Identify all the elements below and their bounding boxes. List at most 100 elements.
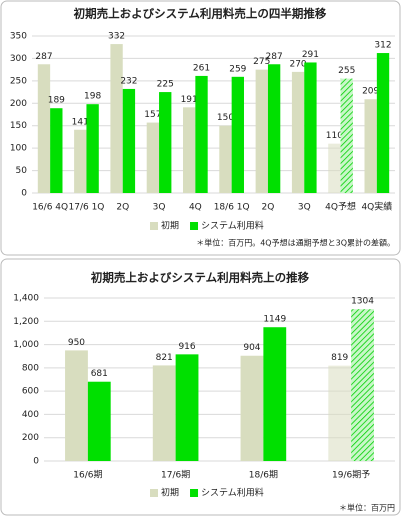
x-tick-label: 17/6 1Q [69,203,105,213]
value-label: 270 [289,59,306,69]
value-label: 157 [144,110,161,120]
x-tick-label: 4Q予想 [325,201,356,213]
bar [263,327,287,461]
legend-label: システム利用料 [201,220,264,232]
value-label: 110 [326,131,343,141]
value-label: 225 [157,80,174,90]
bar [110,44,123,194]
bar [195,75,208,193]
bar [255,69,268,193]
bar [328,143,341,193]
y-tick-label: 150 [10,121,27,131]
bar [267,64,281,193]
value-label: 1304 [351,297,374,307]
x-tick-label: 16/6 4Q [32,203,68,213]
value-label: 209 [362,87,379,97]
bar [37,64,51,193]
value-label: 189 [48,96,65,106]
bar [304,62,317,193]
y-tick-label: 250 [10,76,27,86]
bar [86,104,99,193]
bar [87,381,111,461]
x-tick-label: 16/6期 [73,470,102,481]
y-tick-label: 0 [21,189,27,199]
x-tick-label: 17/6期 [161,470,190,481]
value-label: 291 [302,50,319,60]
legend-label: 初期 [161,220,179,232]
note: ＊単位：百万円 [339,503,395,513]
value-label: 261 [193,63,210,73]
bar [351,309,374,461]
bar [240,355,264,461]
bar [152,365,176,461]
value-label: 681 [91,369,108,379]
bar [65,350,88,461]
y-tick-label: 200 [10,99,27,109]
bar [219,125,232,193]
bar [376,53,390,193]
value-label: 191 [181,95,198,105]
x-tick-label: 3Q [153,203,166,213]
x-tick-label: 19/6期予 [332,470,370,481]
panel [0,258,401,516]
chart-title: 初期売上およびシステム利用料売上の推移 [91,271,310,285]
chart-title: 初期売上およびシステム利用料売上の四半期推移 [74,7,327,21]
bar [175,354,199,461]
x-tick-label: 4Q [189,203,202,213]
value-label: 232 [120,76,137,86]
bar [74,129,87,193]
value-label: 141 [72,117,89,127]
x-tick-label: 2Q [262,203,275,213]
bar [122,88,136,193]
legend-label: システム利用料 [201,487,264,499]
bar [183,107,196,193]
value-label: 332 [108,32,125,42]
bar [291,71,305,193]
y-tick-label: 50 [16,166,28,176]
x-tick-label: 4Q実績 [361,201,392,213]
value-label: 150 [217,113,234,123]
y-tick-label: 600 [22,387,39,397]
value-label: 904 [243,343,260,353]
bar [146,122,160,193]
legend-swatch [190,222,199,230]
y-tick-label: 1,200 [13,317,39,327]
panel [0,0,401,256]
bar [231,76,244,193]
legend-label: 初期 [161,487,179,499]
y-tick-label: 300 [10,54,27,64]
bar [340,78,353,193]
note: ＊単位：百万円。4Q予想は通期予想と3Q累計の差額。 [196,238,395,248]
value-label: 287 [35,52,52,62]
value-label: 198 [84,92,101,102]
value-label: 287 [266,52,283,62]
value-label: 275 [253,57,270,67]
y-tick-label: 350 [10,32,27,42]
value-label: 259 [229,64,246,74]
value-label: 819 [331,353,348,363]
bar [50,108,63,193]
x-tick-label: 3Q [298,203,311,213]
x-tick-label: 2Q [116,203,129,213]
x-tick-label: 18/6期 [249,470,278,481]
bar [364,99,377,193]
value-label: 255 [338,66,355,76]
value-label: 950 [68,338,85,348]
y-tick-label: 1,000 [13,340,39,350]
value-label: 312 [374,41,391,51]
y-tick-label: 0 [33,457,39,467]
value-label: 916 [178,342,195,352]
y-tick-label: 400 [22,410,39,420]
legend-swatch [150,489,158,497]
value-label: 821 [156,353,173,363]
y-tick-label: 200 [22,433,39,443]
y-tick-label: 800 [22,363,39,373]
y-tick-label: 100 [10,144,27,154]
bar [328,365,352,461]
y-tick-label: 1,400 [13,294,39,304]
legend-swatch [150,222,158,230]
bar [159,92,172,193]
x-tick-label: 18/6 1Q [214,203,250,213]
value-label: 1149 [263,315,286,325]
